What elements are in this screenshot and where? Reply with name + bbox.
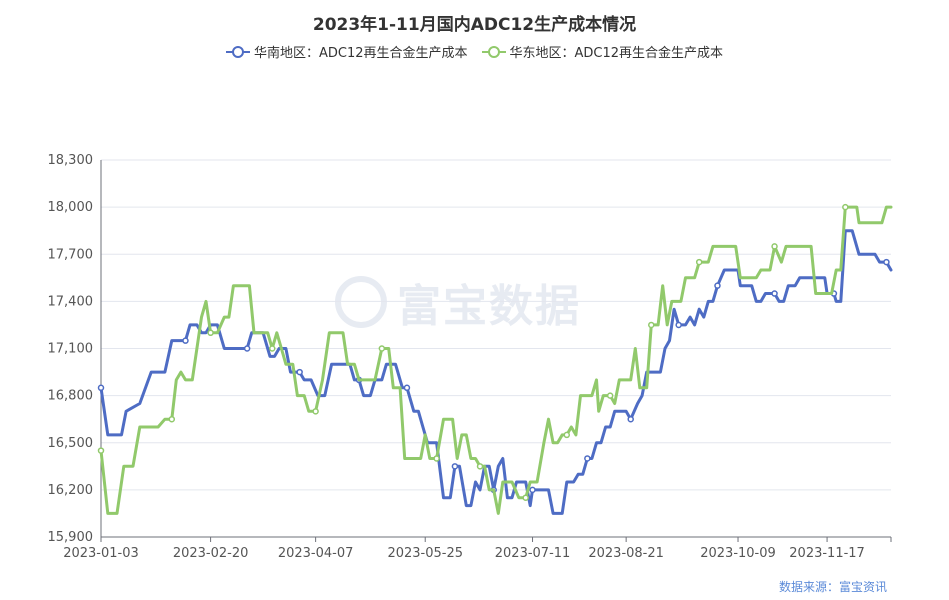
data-point-1 [268, 345, 276, 352]
legend-item-south[interactable]: 华南地区：ADC12再生合金生产成本 [225, 42, 468, 61]
data-point-1 [97, 447, 105, 454]
data-point-0 [182, 337, 189, 344]
data-point-1 [378, 345, 386, 352]
data-point-0 [97, 384, 105, 392]
data-point-1 [842, 203, 849, 211]
watermark-logo-icon [335, 276, 387, 328]
data-point-0 [771, 290, 778, 297]
x-tick-label: 2023-07-11 [495, 546, 571, 561]
legend-swatch-east [481, 45, 506, 58]
legend: 华南地区：ADC12再生合金生产成本 华东地区：ADC12再生合金生产成本 [0, 42, 949, 61]
y-tick-label: 18,300 [48, 153, 94, 168]
y-tick-label: 15,900 [48, 530, 94, 545]
watermark: 富宝数据 [335, 270, 581, 334]
data-point-0 [243, 345, 251, 352]
y-tick-label: 16,800 [48, 389, 94, 404]
data-point-1 [522, 494, 529, 501]
data-point-1 [433, 455, 440, 462]
x-tick-label: 2023-11-17 [789, 546, 865, 561]
legend-label-east: 华东地区：ADC12再生合金生产成本 [509, 46, 724, 61]
y-tick-label: 16,500 [48, 436, 94, 451]
data-point-1 [563, 431, 571, 439]
data-point-0 [529, 486, 536, 494]
x-tick-label: 2023-10-09 [700, 546, 776, 561]
x-tick-label: 2023-02-20 [173, 546, 249, 561]
data-point-0 [675, 321, 682, 329]
data-point-0 [627, 415, 634, 423]
data-point-0 [714, 282, 721, 289]
legend-label-south: 华南地区：ADC12再生合金生产成本 [253, 46, 468, 61]
data-point-0 [584, 455, 591, 462]
watermark-text: 富宝数据 [397, 281, 581, 332]
x-tick-label: 2023-04-07 [278, 546, 354, 561]
data-point-1 [606, 392, 614, 399]
x-tick-label: 2023-01-03 [63, 546, 139, 561]
data-point-0 [883, 258, 890, 266]
y-tick-label: 17,700 [48, 247, 94, 262]
data-point-1 [648, 321, 655, 329]
series-line-1 [99, 205, 893, 515]
x-tick-label: 2023-08-21 [588, 546, 664, 561]
chart-title: 2023年1-11月国内ADC12生产成本情况 [312, 15, 637, 35]
legend-item-east[interactable]: 华东地区：ADC12再生合金生产成本 [481, 42, 724, 61]
y-tick-label: 17,400 [48, 294, 94, 309]
data-point-0 [451, 463, 459, 470]
data-point-1 [207, 329, 214, 337]
y-tick-label: 16,200 [48, 483, 94, 498]
data-point-1 [476, 463, 484, 470]
source-note: 数据来源：富宝资讯 [778, 580, 887, 594]
data-point-0 [296, 368, 303, 376]
y-tick-label: 18,000 [48, 200, 94, 215]
data-point-1 [695, 258, 703, 266]
data-point-1 [168, 415, 176, 423]
data-point-1 [771, 243, 778, 250]
data-point-1 [312, 408, 319, 415]
legend-swatch-south [225, 45, 250, 58]
y-tick-label: 17,100 [48, 342, 94, 357]
data-point-0 [403, 384, 411, 392]
series-line-0 [99, 229, 893, 515]
x-tick-label: 2023-05-25 [387, 546, 463, 561]
